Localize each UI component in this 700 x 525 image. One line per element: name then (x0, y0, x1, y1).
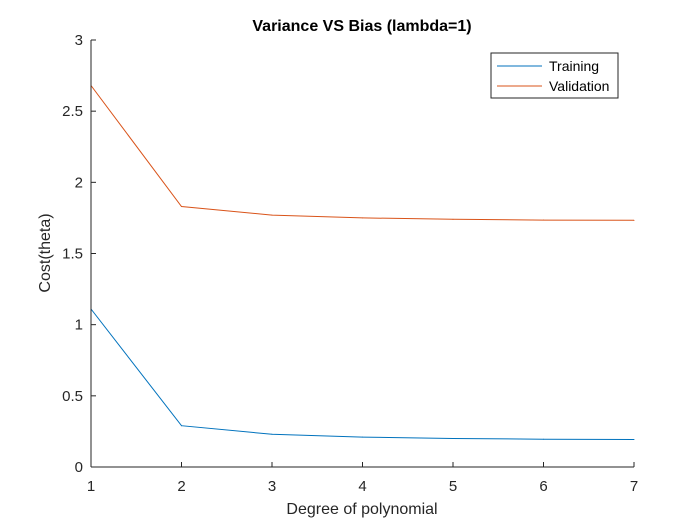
data-point-training (452, 438, 454, 440)
y-tick-label: 2 (75, 174, 83, 191)
legend: Training Validation (490, 52, 619, 99)
data-point-validation (362, 217, 363, 219)
legend-label-validation: Validation (549, 78, 609, 94)
data-point-validation (633, 219, 635, 221)
x-axis-ticks: 1 2 3 4 5 6 7 (87, 462, 638, 495)
series-layer (90, 85, 635, 441)
chart-title: Variance VS Bias (lambda=1) (252, 18, 471, 35)
y-tick-label: 0.5 (62, 388, 83, 405)
data-point-validation (271, 214, 273, 216)
y-tick-label: 2.5 (62, 103, 83, 120)
data-point-validation (452, 218, 454, 220)
plot-area: 1 2 3 4 5 6 7 0 0.5 1 1.5 2 2.5 3 (62, 32, 638, 495)
data-point-validation (181, 206, 182, 208)
x-tick-label: 1 (87, 478, 95, 495)
data-point-training (633, 439, 635, 441)
y-tick-label: 1 (75, 317, 83, 334)
y-axis-ticks: 0 0.5 1 1.5 2 2.5 3 (62, 32, 96, 476)
legend-box (490, 52, 619, 99)
x-tick-label: 5 (449, 478, 457, 495)
y-axis-title: Cost(theta) (37, 213, 54, 292)
data-point-training (271, 433, 273, 435)
data-point-validation (543, 219, 544, 221)
x-axis-title: Degree of polynomial (286, 501, 437, 518)
x-tick-label: 3 (268, 478, 276, 495)
data-point-training (543, 438, 544, 440)
y-tick-label: 3 (75, 32, 83, 49)
x-tick-label: 4 (358, 478, 366, 495)
axes-box (91, 40, 634, 467)
data-point-training (362, 436, 363, 438)
x-tick-label: 7 (630, 478, 638, 495)
x-tick-label: 6 (539, 478, 547, 495)
data-point-training (181, 425, 182, 427)
x-tick-label: 2 (177, 478, 185, 495)
legend-label-training: Training (549, 58, 599, 74)
y-tick-label: 0 (75, 459, 83, 476)
y-tick-label: 1.5 (62, 246, 83, 263)
